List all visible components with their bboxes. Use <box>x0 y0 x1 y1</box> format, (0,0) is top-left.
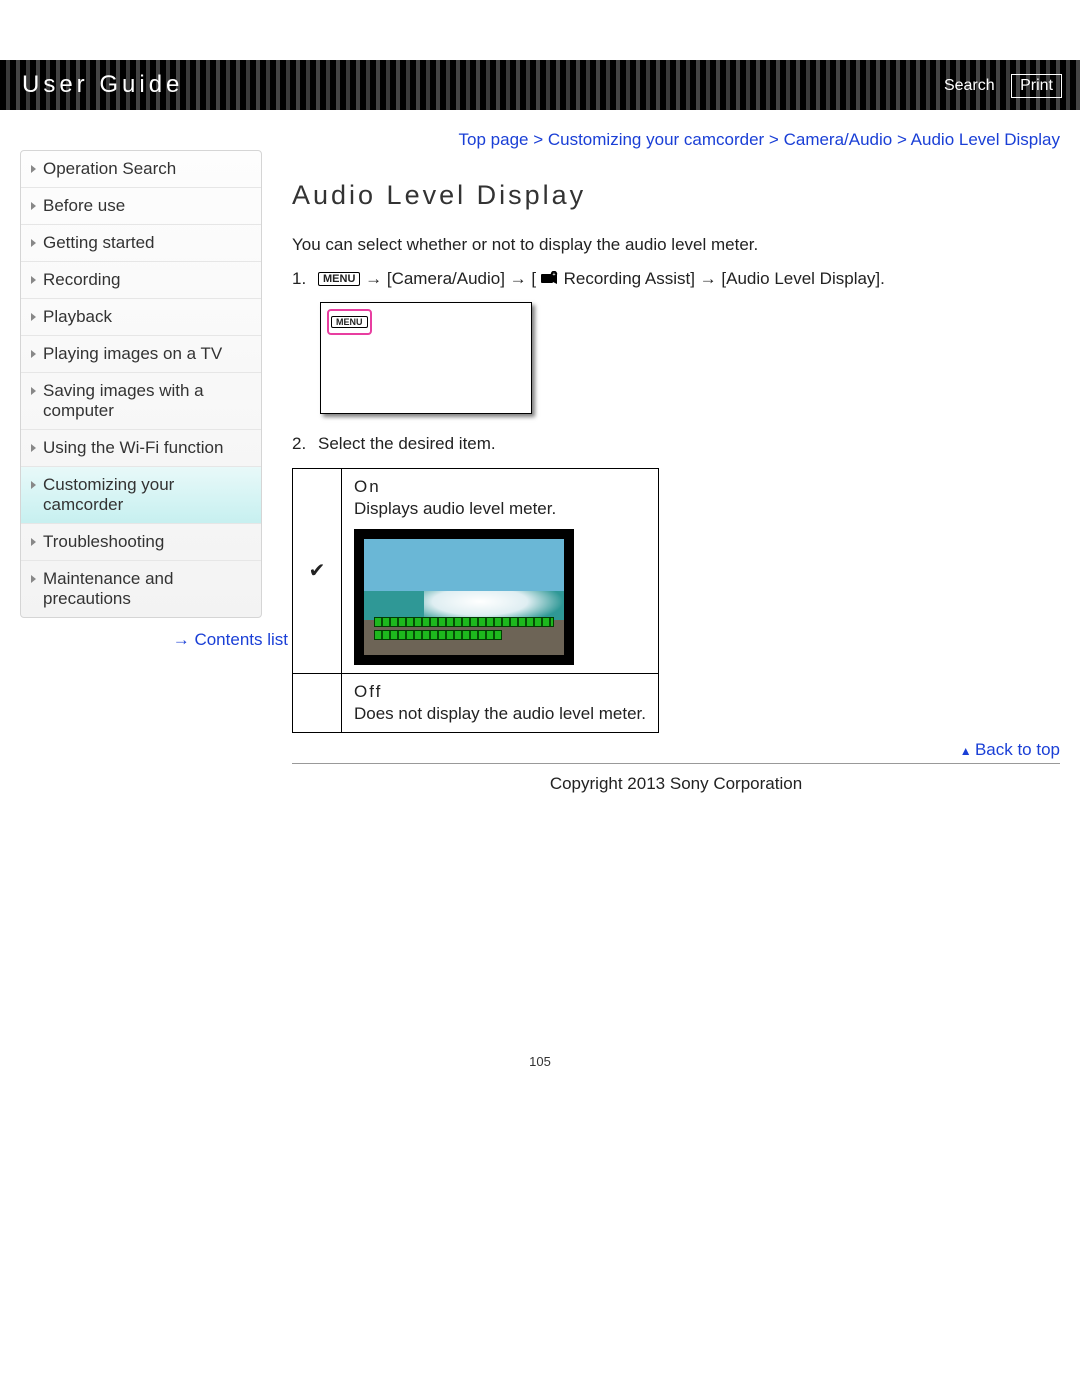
step-1-path-b: Recording Assist] → [Audio Level Display… <box>564 269 885 288</box>
option-on-title: On <box>354 477 646 497</box>
sidebar: Operation Search Before use Getting star… <box>20 150 262 618</box>
options-table: ✔ On Displays audio level meter. <box>292 468 659 733</box>
step-2-text: Select the desired item. <box>318 434 496 454</box>
meter-row-1 <box>374 617 554 627</box>
sidebar-item-getting-started[interactable]: Getting started <box>21 225 261 262</box>
sidebar-item-playing-tv[interactable]: Playing images on a TV <box>21 336 261 373</box>
page-number: 105 <box>0 1054 1080 1069</box>
sidebar-item-maintenance[interactable]: Maintenance and precautions <box>21 561 261 617</box>
recording-assist-icon: + <box>541 270 559 290</box>
menu-icon-small: MENU <box>331 316 368 328</box>
header-bar: User Guide Search Print <box>0 60 1080 110</box>
audio-meter <box>374 617 554 643</box>
sidebar-item-before-use[interactable]: Before use <box>21 188 261 225</box>
sidebar-item-troubleshooting[interactable]: Troubleshooting <box>21 524 261 561</box>
page-title: Audio Level Display <box>292 180 1060 211</box>
sidebar-item-recording[interactable]: Recording <box>21 262 261 299</box>
menu-icon: MENU <box>318 272 360 286</box>
option-off-check <box>293 673 342 732</box>
audio-meter-preview <box>354 529 574 665</box>
option-on-check: ✔ <box>293 468 342 673</box>
option-off-desc: Does not display the audio level meter. <box>354 704 646 724</box>
svg-text:+: + <box>552 272 555 278</box>
step-1-number: 1. <box>292 269 318 290</box>
sidebar-item-saving-computer[interactable]: Saving images with a computer <box>21 373 261 430</box>
step-1-path-a: → [Camera/Audio] → [ <box>365 269 536 288</box>
sidebar-item-wifi[interactable]: Using the Wi-Fi function <box>21 430 261 467</box>
menu-highlight: MENU <box>327 309 372 335</box>
guide-title: User Guide <box>22 71 183 99</box>
option-on-cell: On Displays audio level meter. <box>342 468 659 673</box>
contents-list-link[interactable]: Contents list <box>20 630 288 650</box>
option-off-cell: Off Does not display the audio level met… <box>342 673 659 732</box>
step-2-number: 2. <box>292 434 318 454</box>
breadcrumb[interactable]: Top page > Customizing your camcorder > … <box>292 130 1060 150</box>
sidebar-item-playback[interactable]: Playback <box>21 299 261 336</box>
option-off-title: Off <box>354 682 646 702</box>
intro-text: You can select whether or not to display… <box>292 235 1060 255</box>
sidebar-item-customizing[interactable]: Customizing your camcorder <box>21 467 261 524</box>
print-button[interactable]: Print <box>1011 74 1062 98</box>
sidebar-item-operation-search[interactable]: Operation Search <box>21 151 261 188</box>
meter-row-2 <box>374 630 502 640</box>
option-on-desc: Displays audio level meter. <box>354 499 646 519</box>
menu-screen-illustration: MENU <box>320 302 532 414</box>
step-1: 1. MENU → [Camera/Audio] → [ + Recording… <box>292 269 1060 290</box>
search-link[interactable]: Search <box>944 77 995 94</box>
back-to-top-link[interactable]: Back to top <box>960 740 1060 760</box>
copyright-text: Copyright 2013 Sony Corporation <box>292 774 1060 794</box>
step-2: 2. Select the desired item. <box>292 434 1060 454</box>
